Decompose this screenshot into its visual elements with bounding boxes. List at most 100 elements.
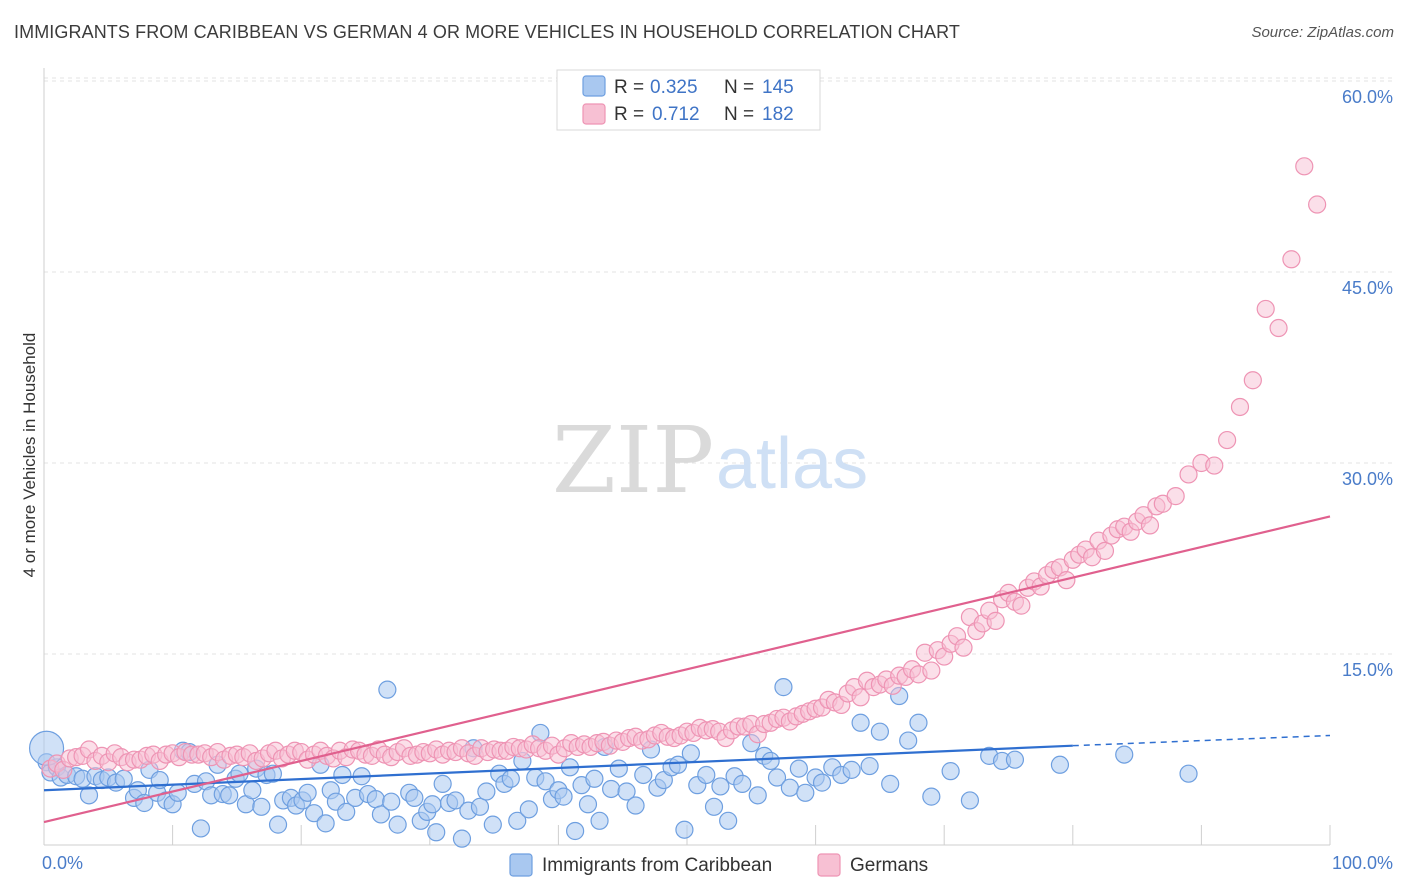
data-point-caribbean — [609, 759, 628, 778]
data-point-caribbean — [842, 760, 861, 779]
data-point-caribbean — [960, 791, 980, 810]
data-point-caribbean — [634, 765, 653, 785]
data-point-germans — [1166, 487, 1185, 506]
data-point-caribbean — [748, 786, 767, 805]
data-point-caribbean — [590, 811, 609, 830]
data-point-caribbean — [780, 778, 799, 797]
data-point-germans — [1205, 456, 1224, 475]
data-point-caribbean — [333, 765, 352, 785]
bottom-legend-swatch-blue — [509, 853, 533, 877]
data-point-caribbean — [304, 804, 324, 823]
data-point-caribbean — [536, 772, 555, 791]
data-point-caribbean — [711, 777, 730, 796]
bottom-legend-swatch-pink — [817, 853, 841, 877]
data-point-caribbean — [668, 755, 688, 774]
y-axis-label: 4 or more Vehicles in Household — [20, 333, 39, 578]
data-point-caribbean — [1005, 750, 1025, 769]
trend-line-caribbean — [43, 744, 1073, 792]
trend-line-caribbean-extension — [1072, 734, 1331, 747]
data-point-caribbean — [774, 678, 793, 697]
data-point-caribbean — [922, 787, 941, 806]
watermark: ZIP atlas — [552, 407, 868, 514]
series-germans-points — [41, 157, 1327, 779]
data-point-caribbean — [114, 769, 133, 788]
data-point-caribbean — [626, 796, 645, 815]
legend-r-label: R = — [614, 77, 644, 98]
bottom-legend-caribbean: Immigrants from Caribbean — [542, 855, 772, 876]
data-point-caribbean — [378, 680, 397, 699]
data-point-germans — [1140, 516, 1160, 535]
grid-lines — [44, 77, 1395, 655]
data-point-caribbean — [1179, 764, 1198, 783]
data-point-caribbean — [79, 786, 99, 805]
data-point-caribbean — [796, 783, 815, 802]
legend-box: R = 0.325 N = 145 R = 0.712 N = 182 — [556, 69, 821, 131]
data-point-germans — [986, 611, 1005, 630]
watermark-atlas: atlas — [716, 424, 868, 504]
data-point-caribbean — [733, 774, 752, 793]
legend-n-value: 145 — [762, 77, 794, 98]
legend-n-label: N = — [724, 104, 754, 125]
data-point-germans — [1012, 596, 1031, 615]
watermark-zip: ZIP — [552, 407, 714, 514]
data-point-caribbean — [483, 815, 502, 834]
data-point-caribbean — [617, 782, 636, 801]
data-point-germans — [1308, 195, 1327, 214]
data-point-germans — [1218, 430, 1237, 450]
data-point-caribbean — [1115, 745, 1134, 764]
legend-r-value: 0.325 — [650, 77, 698, 98]
data-point-caribbean — [899, 731, 918, 750]
data-point-caribbean — [719, 811, 738, 830]
legend-n-label: N = — [724, 77, 754, 98]
data-point-caribbean — [881, 774, 900, 793]
data-point-germans — [1295, 157, 1314, 176]
data-point-caribbean — [501, 769, 520, 788]
bottom-legend-germans: Germans — [850, 855, 928, 876]
data-point-caribbean — [405, 788, 424, 807]
data-point-germans — [1256, 299, 1275, 319]
y-tick-label: 45.0% — [1342, 278, 1393, 298]
data-point-caribbean — [316, 814, 335, 833]
legend-r-value: 0.712 — [652, 104, 700, 125]
legend-n-value: 182 — [762, 104, 794, 125]
data-point-caribbean — [366, 790, 385, 809]
y-tick-labels: 15.0% 30.0% 45.0% 60.0% — [1342, 87, 1393, 680]
y-tick-label: 30.0% — [1342, 469, 1393, 489]
data-point-caribbean — [578, 795, 598, 814]
data-point-caribbean — [789, 759, 808, 778]
data-point-caribbean — [252, 797, 271, 816]
legend-swatch-pink — [582, 103, 606, 125]
data-point-caribbean — [427, 823, 446, 842]
data-point-caribbean — [519, 800, 538, 819]
y-tick-label: 15.0% — [1342, 660, 1393, 680]
data-point-caribbean — [941, 762, 960, 781]
data-point-germans — [851, 688, 870, 707]
data-point-caribbean — [812, 773, 832, 792]
data-point-caribbean — [298, 783, 317, 802]
data-point-caribbean — [585, 769, 604, 788]
data-point-germans — [1095, 541, 1115, 560]
data-point-germans — [1269, 318, 1288, 338]
chart-title: IMMIGRANTS FROM CARIBBEAN VS GERMAN 4 OR… — [14, 22, 960, 42]
data-point-germans — [1230, 397, 1250, 417]
data-point-caribbean — [870, 722, 890, 741]
data-point-caribbean — [860, 756, 879, 776]
data-point-caribbean — [388, 815, 407, 834]
data-point-caribbean — [191, 819, 210, 838]
legend-r-label: R = — [614, 104, 644, 125]
data-point-caribbean — [433, 774, 452, 793]
data-point-caribbean — [423, 795, 442, 814]
x-tick-label: 100.0% — [1332, 853, 1393, 873]
x-tick-labels: 0.0% 100.0% — [42, 853, 1393, 873]
y-tick-label: 60.0% — [1342, 87, 1393, 107]
data-point-caribbean — [704, 797, 724, 816]
data-point-germans — [1282, 250, 1301, 269]
legend-swatch-blue — [582, 75, 606, 97]
data-point-caribbean — [470, 797, 490, 816]
data-point-caribbean — [761, 751, 780, 771]
data-point-caribbean — [851, 713, 870, 732]
data-point-germans — [1243, 371, 1262, 390]
data-point-caribbean — [602, 779, 621, 799]
data-point-caribbean — [566, 821, 585, 841]
